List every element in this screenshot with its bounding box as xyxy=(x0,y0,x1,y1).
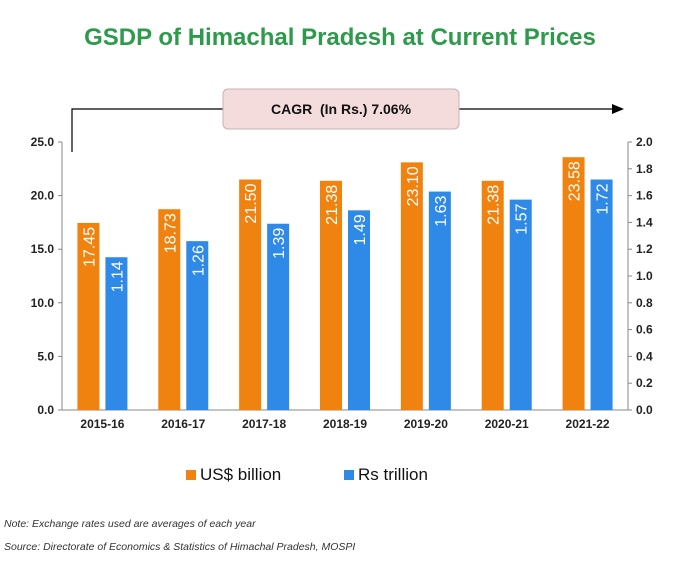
tick-labels: 0.0 5.0 10.0 15.0 20.0 25.0 0.0 0.2 0.4 0.6 0.8 1.0… xyxy=(31,135,653,431)
bar-label-usd: 21.38 xyxy=(486,185,503,225)
y-right-tick-label: 1.8 xyxy=(636,162,653,176)
bar-usd xyxy=(77,222,100,410)
y-left-tick-label: 20.0 xyxy=(31,189,55,203)
bars xyxy=(77,157,613,410)
bar-label-usd: 21.50 xyxy=(243,183,260,223)
bar-rs xyxy=(509,199,532,410)
bar-label-rs: 1.14 xyxy=(109,261,126,292)
bar-usd xyxy=(158,209,181,410)
x-tick-label: 2016-17 xyxy=(161,417,205,431)
source-note: Source: Directorate of Economics & Stati… xyxy=(4,541,356,553)
bar-label-usd: 18.73 xyxy=(162,213,179,253)
y-left-tick-label: 5.0 xyxy=(37,349,54,363)
x-tick-label: 2015-16 xyxy=(80,417,124,431)
x-tick-label: 2017-18 xyxy=(242,417,286,431)
x-tick-label: 2021-22 xyxy=(566,417,610,431)
exchange-rate-note: Note: Exchange rates used are averages o… xyxy=(4,518,256,530)
bar-chart: CAGR (In Rs.) 7.06% 17.45 1.14 18.73 1.26 21… xyxy=(31,88,653,431)
y-left-tick-label: 25.0 xyxy=(31,135,55,149)
bar-usd xyxy=(239,179,262,410)
bar-label-rs: 1.39 xyxy=(271,228,288,259)
legend-label-rs: Rs trillion xyxy=(358,465,428,484)
bar-label-usd: 17.45 xyxy=(81,227,98,267)
y-left-tick-label: 15.0 xyxy=(31,242,55,256)
bar-rs xyxy=(428,191,451,410)
bar-label-rs: 1.72 xyxy=(595,183,612,214)
y-left-tick-label: 0.0 xyxy=(37,403,54,417)
cagr-box xyxy=(222,88,460,130)
bar-usd xyxy=(320,180,342,410)
y-right-tick-label: 1.0 xyxy=(636,269,653,283)
legend-swatch-rs xyxy=(344,470,354,480)
bar-label-usd: 23.58 xyxy=(567,161,584,201)
legend-item-rs: Rs trillion xyxy=(344,465,428,485)
axes xyxy=(58,141,632,411)
bar-rs xyxy=(105,257,128,410)
bar-value-labels: 17.45 1.14 18.73 1.26 21.50 1.39 21.38 1.49 23.1… xyxy=(81,161,611,292)
bar-label-usd: 21.38 xyxy=(324,185,341,225)
bar-label-usd: 23.10 xyxy=(405,166,422,206)
cagr-arrowhead xyxy=(612,104,624,114)
legend-swatch-usd xyxy=(186,470,196,480)
y-right-tick-label: 1.2 xyxy=(636,242,653,256)
y-right-tick-label: 0.6 xyxy=(636,323,653,337)
x-tick-label: 2020-21 xyxy=(485,417,529,431)
cagr-label: CAGR (In Rs.) 7.06% xyxy=(271,101,412,117)
y-right-tick-label: 2.0 xyxy=(636,135,653,149)
y-right-tick-label: 0.0 xyxy=(636,403,653,417)
bar-usd xyxy=(481,180,504,410)
bar-rs xyxy=(348,210,370,410)
cagr-callout: CAGR (In Rs.) 7.06% xyxy=(222,88,460,130)
y-right-tick-label: 1.6 xyxy=(636,189,653,203)
x-tick-label: 2019-20 xyxy=(404,417,448,431)
y-right-tick-label: 0.2 xyxy=(636,376,653,390)
bar-rs xyxy=(186,241,209,410)
chart-title: GSDP of Himachal Pradesh at Current Pric… xyxy=(84,24,596,51)
x-tick-label: 2018-19 xyxy=(323,417,367,431)
bar-rs xyxy=(590,179,613,410)
y-right-tick-label: 0.4 xyxy=(636,349,653,363)
bar-usd xyxy=(400,162,423,410)
bar-label-rs: 1.57 xyxy=(514,204,531,235)
bar-label-rs: 1.63 xyxy=(433,195,450,226)
legend-label-usd: US$ billion xyxy=(200,465,282,484)
bar-usd xyxy=(562,157,585,410)
legend-item-usd: US$ billion xyxy=(186,465,281,485)
bar-label-rs: 1.49 xyxy=(352,214,369,245)
bar-rs xyxy=(267,223,290,410)
bar-label-rs: 1.26 xyxy=(190,245,207,276)
legend: US$ billion Rs trillion xyxy=(186,465,486,489)
y-right-tick-label: 0.8 xyxy=(636,296,653,310)
y-left-tick-label: 10.0 xyxy=(31,296,55,310)
y-right-tick-label: 1.4 xyxy=(636,215,653,229)
